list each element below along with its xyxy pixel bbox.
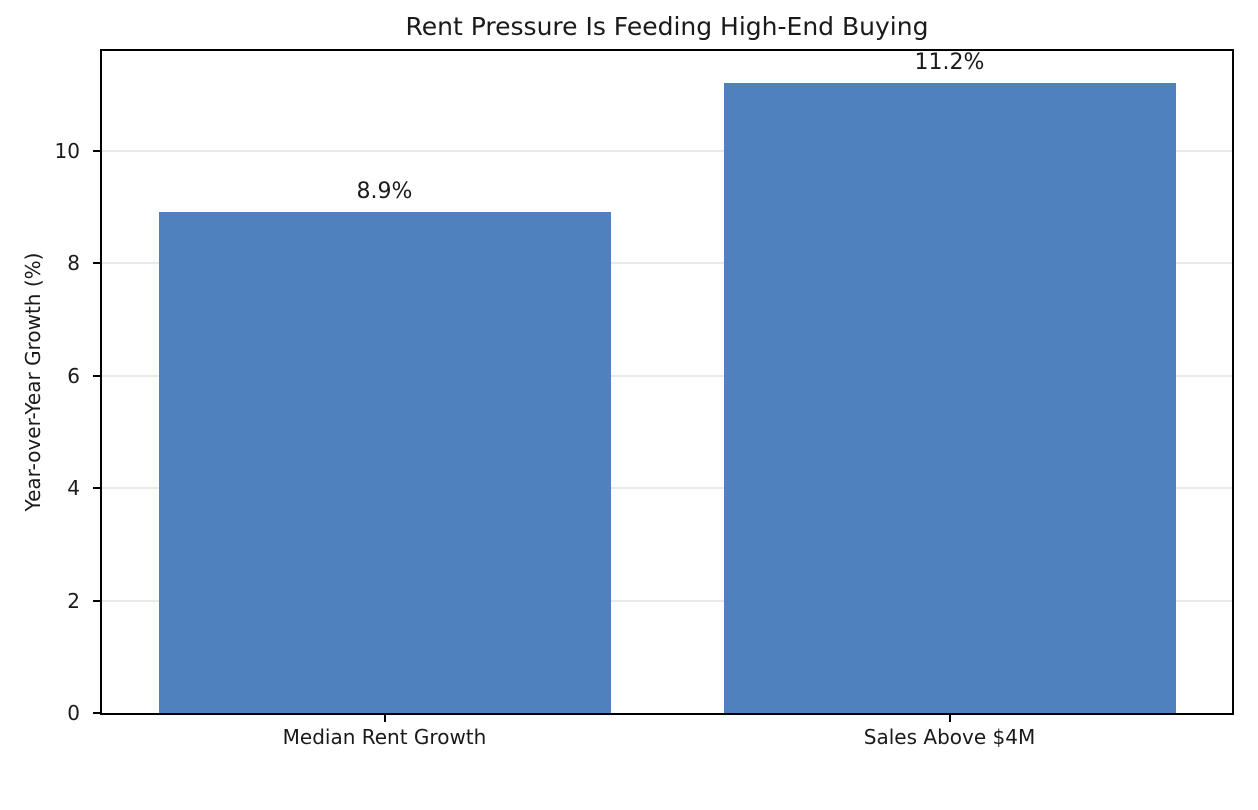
gridline	[102, 262, 1232, 265]
chart-title: Rent Pressure Is Feeding High-End Buying	[405, 12, 929, 41]
gridline	[102, 374, 1232, 377]
gridline	[102, 149, 1232, 152]
y-tick-mark	[93, 599, 102, 602]
x-tick-label: Median Rent Growth	[282, 725, 487, 749]
gridline	[102, 599, 1232, 602]
bar	[158, 212, 611, 713]
y-tick-mark	[93, 374, 102, 377]
y-tick-label: 2	[67, 588, 80, 613]
y-tick-label: 4	[67, 476, 80, 501]
gridline	[102, 487, 1232, 490]
plot-area: 8.9% 11.2%	[100, 49, 1234, 715]
y-tick-label: 8	[67, 251, 80, 276]
x-tick-label: Sales Above $4M	[863, 725, 1036, 749]
x-tick-mark	[383, 713, 386, 722]
x-tick-mark	[948, 713, 951, 722]
y-tick-mark	[93, 487, 102, 490]
y-tick-mark	[93, 149, 102, 152]
y-tick-mark	[93, 262, 102, 265]
y-tick-label: 0	[67, 701, 80, 725]
bar-value-label: 8.9%	[356, 179, 413, 205]
y-tick-label: 6	[67, 363, 80, 388]
y-tick-label: 10	[54, 138, 80, 163]
bar-value-label: 11.2%	[914, 50, 985, 76]
y-tick-mark	[93, 712, 102, 714]
bar	[723, 83, 1176, 713]
